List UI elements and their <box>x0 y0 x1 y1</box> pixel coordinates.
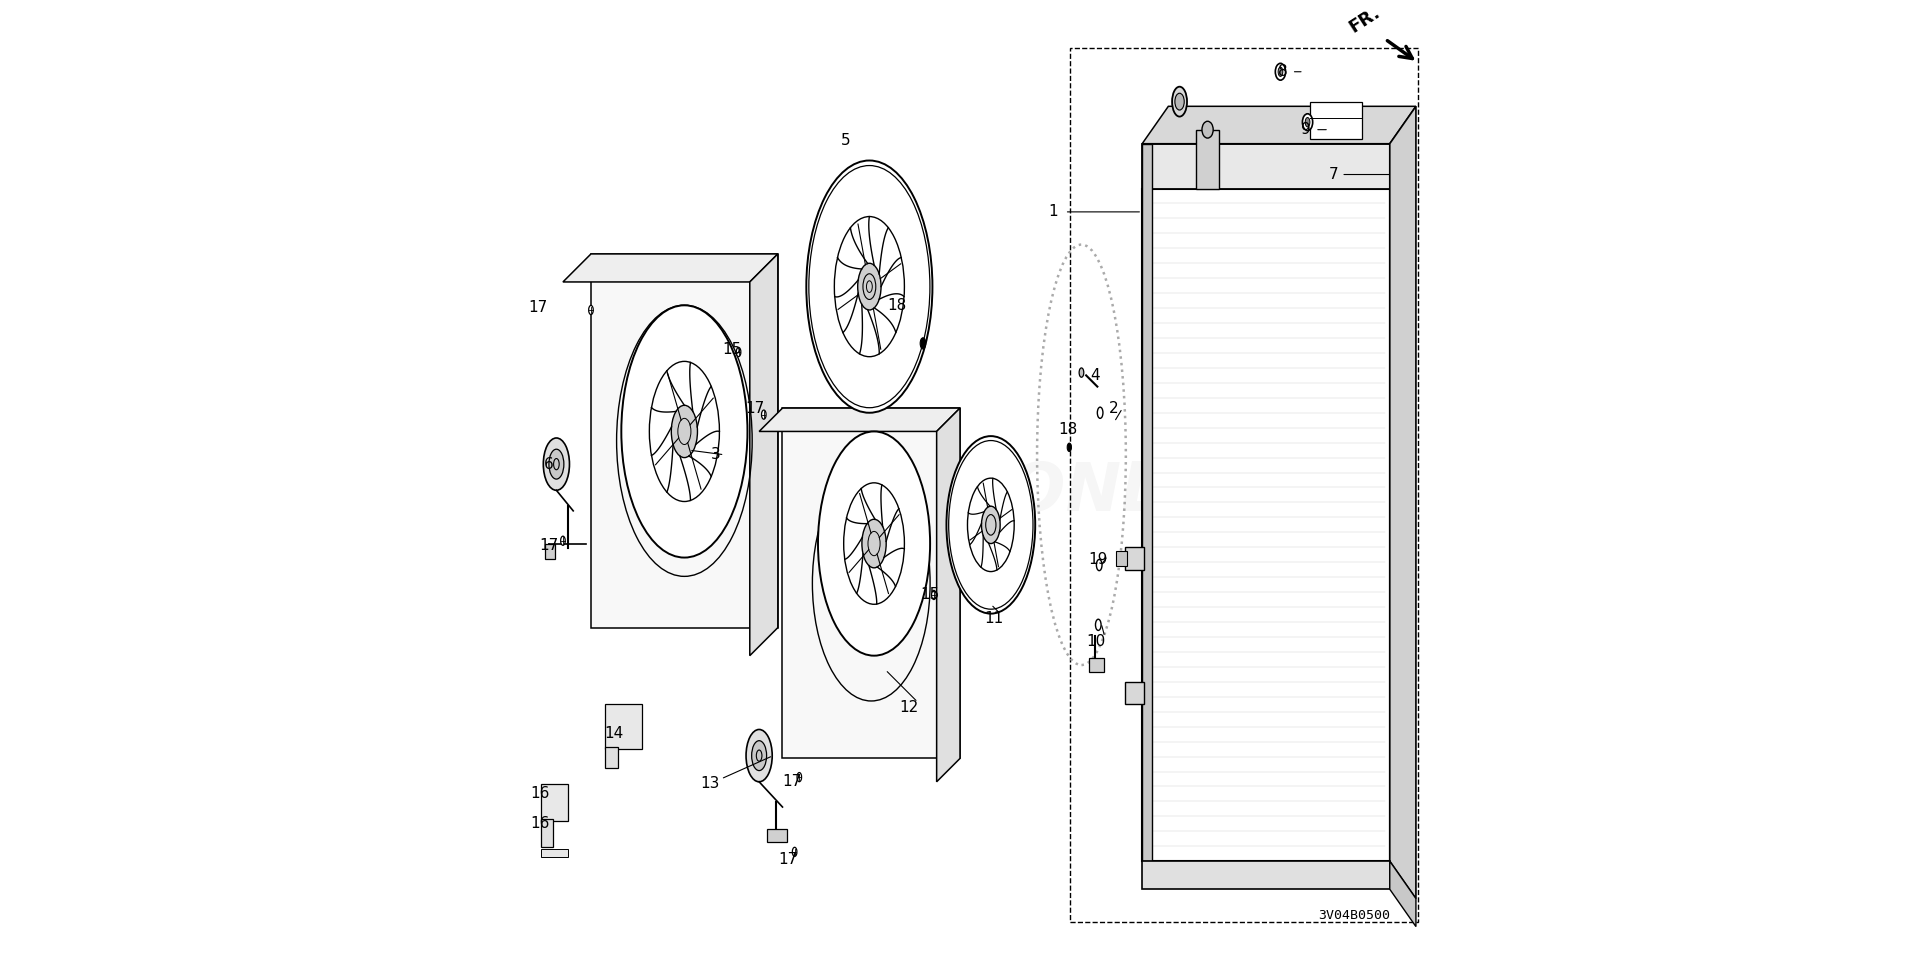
Text: 17: 17 <box>540 538 559 553</box>
Polygon shape <box>937 408 960 781</box>
Ellipse shape <box>1171 86 1187 116</box>
Ellipse shape <box>622 305 747 558</box>
Bar <box>1142 144 1390 188</box>
Text: 15: 15 <box>722 342 741 357</box>
Bar <box>1125 682 1144 705</box>
Bar <box>1069 48 1417 922</box>
Bar <box>545 544 555 560</box>
Text: 2: 2 <box>1108 400 1117 416</box>
Ellipse shape <box>1096 619 1100 631</box>
Text: 11: 11 <box>985 611 1004 626</box>
Ellipse shape <box>549 449 564 479</box>
Text: 17: 17 <box>745 400 764 416</box>
Ellipse shape <box>672 405 697 458</box>
Ellipse shape <box>1275 63 1286 80</box>
Ellipse shape <box>931 590 937 599</box>
Text: FR.: FR. <box>1346 3 1382 36</box>
Bar <box>766 828 787 842</box>
Ellipse shape <box>1306 117 1309 127</box>
Text: 7: 7 <box>1329 167 1338 182</box>
Text: 8: 8 <box>1277 64 1286 80</box>
Bar <box>1196 130 1219 188</box>
Ellipse shape <box>806 160 933 413</box>
Ellipse shape <box>818 431 929 656</box>
Ellipse shape <box>1302 114 1313 131</box>
Ellipse shape <box>762 410 766 420</box>
Text: 4: 4 <box>1091 368 1100 383</box>
Text: 17: 17 <box>781 775 801 789</box>
Polygon shape <box>1390 861 1415 926</box>
Bar <box>1125 547 1144 569</box>
Text: 1: 1 <box>1048 204 1058 220</box>
Text: 3V04B0500: 3V04B0500 <box>1317 909 1390 922</box>
Ellipse shape <box>1079 368 1083 377</box>
Text: 3: 3 <box>710 447 720 463</box>
Ellipse shape <box>947 436 1035 613</box>
Text: 16: 16 <box>530 816 549 831</box>
Text: HONDA: HONDA <box>954 459 1229 525</box>
Bar <box>541 849 568 856</box>
Text: 15: 15 <box>920 588 939 603</box>
Bar <box>605 705 643 749</box>
Bar <box>1142 188 1390 861</box>
Text: 18: 18 <box>887 298 906 313</box>
Bar <box>1089 659 1104 672</box>
Ellipse shape <box>747 730 772 781</box>
Ellipse shape <box>1202 121 1213 138</box>
Ellipse shape <box>1098 407 1102 419</box>
Ellipse shape <box>1096 560 1102 570</box>
Bar <box>783 408 960 758</box>
Ellipse shape <box>589 305 593 315</box>
Ellipse shape <box>858 263 881 310</box>
Text: 13: 13 <box>701 777 720 791</box>
Text: 16: 16 <box>530 785 549 801</box>
Bar <box>541 783 568 821</box>
Bar <box>1142 861 1390 889</box>
Polygon shape <box>563 254 778 282</box>
Ellipse shape <box>1175 93 1185 110</box>
Ellipse shape <box>862 519 887 568</box>
Polygon shape <box>1390 107 1415 899</box>
Ellipse shape <box>797 773 801 781</box>
Bar <box>605 747 618 768</box>
Text: 17: 17 <box>528 300 547 315</box>
Ellipse shape <box>981 506 1000 543</box>
Text: 17: 17 <box>778 852 797 867</box>
Text: 12: 12 <box>899 700 918 714</box>
Ellipse shape <box>561 537 564 545</box>
Bar <box>1116 551 1127 566</box>
Text: 9: 9 <box>1302 122 1311 137</box>
Bar <box>591 254 778 628</box>
Bar <box>1309 102 1361 139</box>
Text: 6: 6 <box>543 457 553 471</box>
Ellipse shape <box>735 348 741 356</box>
Bar <box>541 819 553 847</box>
Ellipse shape <box>793 848 797 856</box>
Ellipse shape <box>1279 67 1283 77</box>
Polygon shape <box>751 254 778 656</box>
Text: 19: 19 <box>1089 552 1108 567</box>
Ellipse shape <box>920 338 925 349</box>
Polygon shape <box>1142 107 1415 144</box>
Ellipse shape <box>751 741 766 771</box>
Text: 14: 14 <box>605 726 624 741</box>
Bar <box>1142 144 1152 861</box>
Text: 10: 10 <box>1087 635 1106 649</box>
Ellipse shape <box>543 438 570 491</box>
Ellipse shape <box>1068 444 1071 451</box>
Text: 18: 18 <box>1058 422 1077 437</box>
Text: 5: 5 <box>841 133 851 149</box>
Polygon shape <box>758 408 960 431</box>
